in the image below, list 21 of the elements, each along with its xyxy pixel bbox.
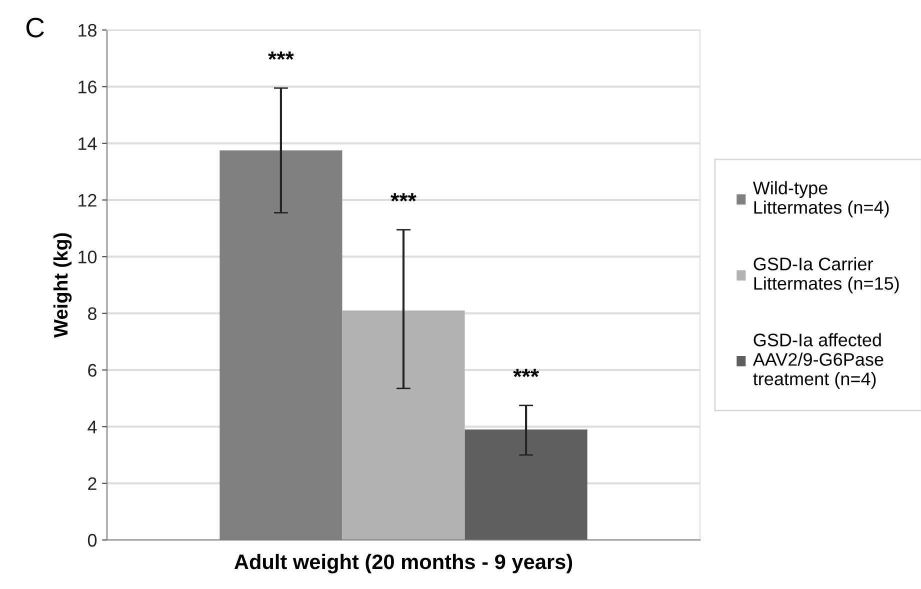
y-axis-title: Weight (kg) [53,233,72,338]
y-tick-label: 0 [88,534,97,547]
y-tick-label: 12 [78,194,96,207]
y-tick-label: 4 [88,420,97,434]
y-tick-label: 16 [78,80,96,94]
annotation: *** [513,368,539,378]
y-tick-label: 8 [88,307,96,320]
annotation: *** [390,193,416,202]
y-tick-label: 14 [78,137,97,150]
bar [342,310,465,540]
y-tick-label: 6 [88,364,96,377]
bar [464,430,588,540]
y-tick-label: 2 [88,477,96,490]
x-tick-label: Adult weight (20 months - 9 years) [234,554,572,574]
y-tick-label: 10 [78,250,97,264]
y-tick-label: 18 [78,24,96,37]
text: C [26,18,44,38]
legend-label: GSD-Ia Carrier Littermates (n=15) [754,257,899,294]
legend-label: GSD-Ia affected AAV2/9-G6Pase treatment (n=4) [752,333,884,389]
annotation: *** [268,52,294,60]
legend-label: Wild-type Littermates (n=4) [752,181,889,218]
